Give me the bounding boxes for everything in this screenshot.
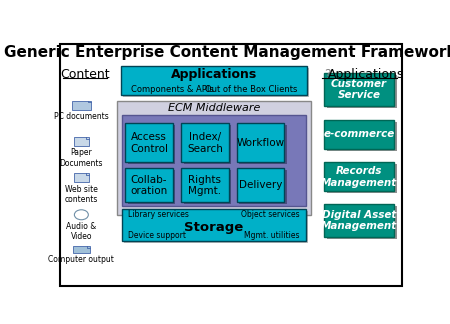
FancyBboxPatch shape xyxy=(327,122,396,151)
FancyBboxPatch shape xyxy=(324,162,394,191)
FancyBboxPatch shape xyxy=(237,168,284,202)
FancyBboxPatch shape xyxy=(324,120,394,149)
FancyBboxPatch shape xyxy=(125,123,173,162)
FancyBboxPatch shape xyxy=(72,100,91,110)
FancyBboxPatch shape xyxy=(327,164,396,193)
FancyBboxPatch shape xyxy=(122,115,306,206)
Text: ECM Middleware: ECM Middleware xyxy=(168,103,260,113)
FancyBboxPatch shape xyxy=(184,125,231,164)
Text: Customer
Service: Customer Service xyxy=(331,79,387,100)
Text: Out of the Box Clients: Out of the Box Clients xyxy=(204,85,297,94)
FancyBboxPatch shape xyxy=(121,66,307,95)
FancyBboxPatch shape xyxy=(324,73,394,106)
Text: Web site
contents: Web site contents xyxy=(65,185,98,204)
FancyBboxPatch shape xyxy=(128,170,175,204)
Text: Computer output: Computer output xyxy=(49,255,114,264)
Text: Delivery: Delivery xyxy=(239,180,282,190)
FancyBboxPatch shape xyxy=(181,168,229,202)
Text: Mgmt. utilities: Mgmt. utilities xyxy=(244,231,300,240)
FancyBboxPatch shape xyxy=(128,125,175,164)
Text: e-commerce: e-commerce xyxy=(324,129,395,139)
Text: Library services: Library services xyxy=(128,210,189,219)
Text: Audio &
Video: Audio & Video xyxy=(66,222,96,241)
Text: Applications: Applications xyxy=(328,68,404,81)
Text: Access
Control: Access Control xyxy=(130,132,168,154)
FancyBboxPatch shape xyxy=(122,209,306,241)
FancyBboxPatch shape xyxy=(117,101,311,215)
FancyBboxPatch shape xyxy=(74,173,89,182)
FancyBboxPatch shape xyxy=(239,170,287,204)
Text: Content: Content xyxy=(60,68,110,81)
Text: Generic Enterprise Content Management Framework: Generic Enterprise Content Management Fr… xyxy=(4,45,450,60)
Text: Device support: Device support xyxy=(128,231,186,240)
FancyBboxPatch shape xyxy=(324,203,394,237)
Text: Collab-
oration: Collab- oration xyxy=(130,175,168,196)
Text: Rights
Mgmt.: Rights Mgmt. xyxy=(188,175,221,196)
FancyBboxPatch shape xyxy=(237,123,284,162)
FancyBboxPatch shape xyxy=(125,168,173,202)
Text: Index/
Search: Index/ Search xyxy=(187,132,223,154)
FancyBboxPatch shape xyxy=(124,211,308,243)
Text: Workflow: Workflow xyxy=(237,138,285,148)
FancyBboxPatch shape xyxy=(184,170,231,204)
Text: Digital Asset
Management: Digital Asset Management xyxy=(321,210,397,231)
FancyBboxPatch shape xyxy=(327,205,396,239)
Text: PC documents: PC documents xyxy=(54,112,109,121)
Text: Components & APIs: Components & APIs xyxy=(131,85,214,94)
FancyBboxPatch shape xyxy=(181,123,229,162)
Text: Applications: Applications xyxy=(171,68,257,81)
FancyBboxPatch shape xyxy=(73,246,90,253)
FancyBboxPatch shape xyxy=(123,68,310,97)
FancyBboxPatch shape xyxy=(60,44,401,286)
Text: Records
Management: Records Management xyxy=(321,166,397,188)
Text: Object services: Object services xyxy=(241,210,300,219)
Text: ?: ? xyxy=(324,68,331,81)
FancyBboxPatch shape xyxy=(239,125,287,164)
FancyBboxPatch shape xyxy=(74,137,89,146)
Text: Paper
Documents: Paper Documents xyxy=(59,148,103,168)
FancyBboxPatch shape xyxy=(327,75,396,108)
Text: Storage: Storage xyxy=(184,221,243,234)
